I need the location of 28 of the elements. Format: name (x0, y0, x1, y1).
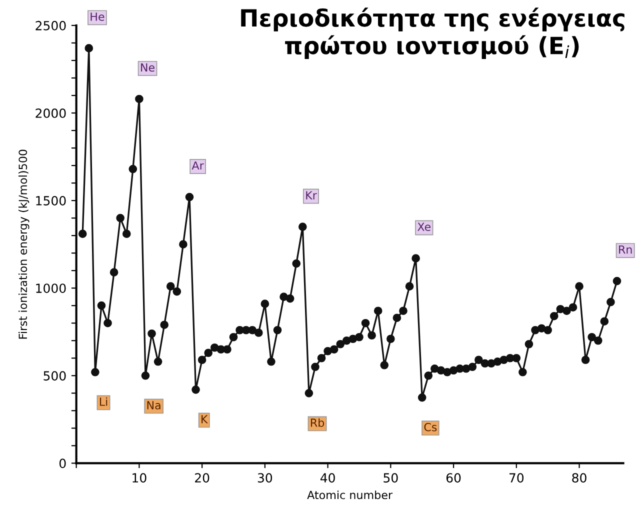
annotation: Rb (310, 418, 324, 427)
x-tick-label: 80 (572, 473, 586, 483)
x-tick-label: 40 (320, 473, 335, 483)
annotation: Li (100, 397, 108, 406)
annotation: Rn (619, 246, 632, 254)
y-tick-label: 1500 (36, 196, 66, 206)
annotation: Cs (424, 422, 437, 432)
annotation: He (90, 12, 104, 21)
annotation: Ar (192, 161, 204, 170)
y-tick-label: 1000 (36, 284, 66, 294)
chart-title: Περιοδικότητα της ενέργειας πρώτου ιοντισμού (E$_{i}$) (241, 8, 624, 60)
x-tick-label: 10 (132, 473, 146, 483)
annotation: Ne (141, 63, 155, 72)
x-axis-title: Atomic number (307, 490, 393, 500)
x-tick-label: 30 (258, 473, 272, 483)
x-tick-label: 50 (384, 473, 398, 483)
x-tick-label: 20 (195, 473, 210, 483)
annotation: K (202, 415, 208, 424)
y-tick-label: 2000 (36, 108, 66, 118)
y-tick-label: 2500 (36, 20, 66, 30)
annotation: Kr (306, 191, 317, 200)
annotation: Na (147, 401, 160, 410)
annotation: Xe (418, 222, 431, 231)
y-tick-label: 0 (59, 458, 66, 468)
y-tick-label: 500 (44, 371, 66, 381)
x-tick-label: 60 (446, 473, 461, 483)
x-tick-label: 70 (509, 473, 524, 483)
y-axis-title: First ionization energy (kJ/mol)500 (18, 150, 30, 339)
